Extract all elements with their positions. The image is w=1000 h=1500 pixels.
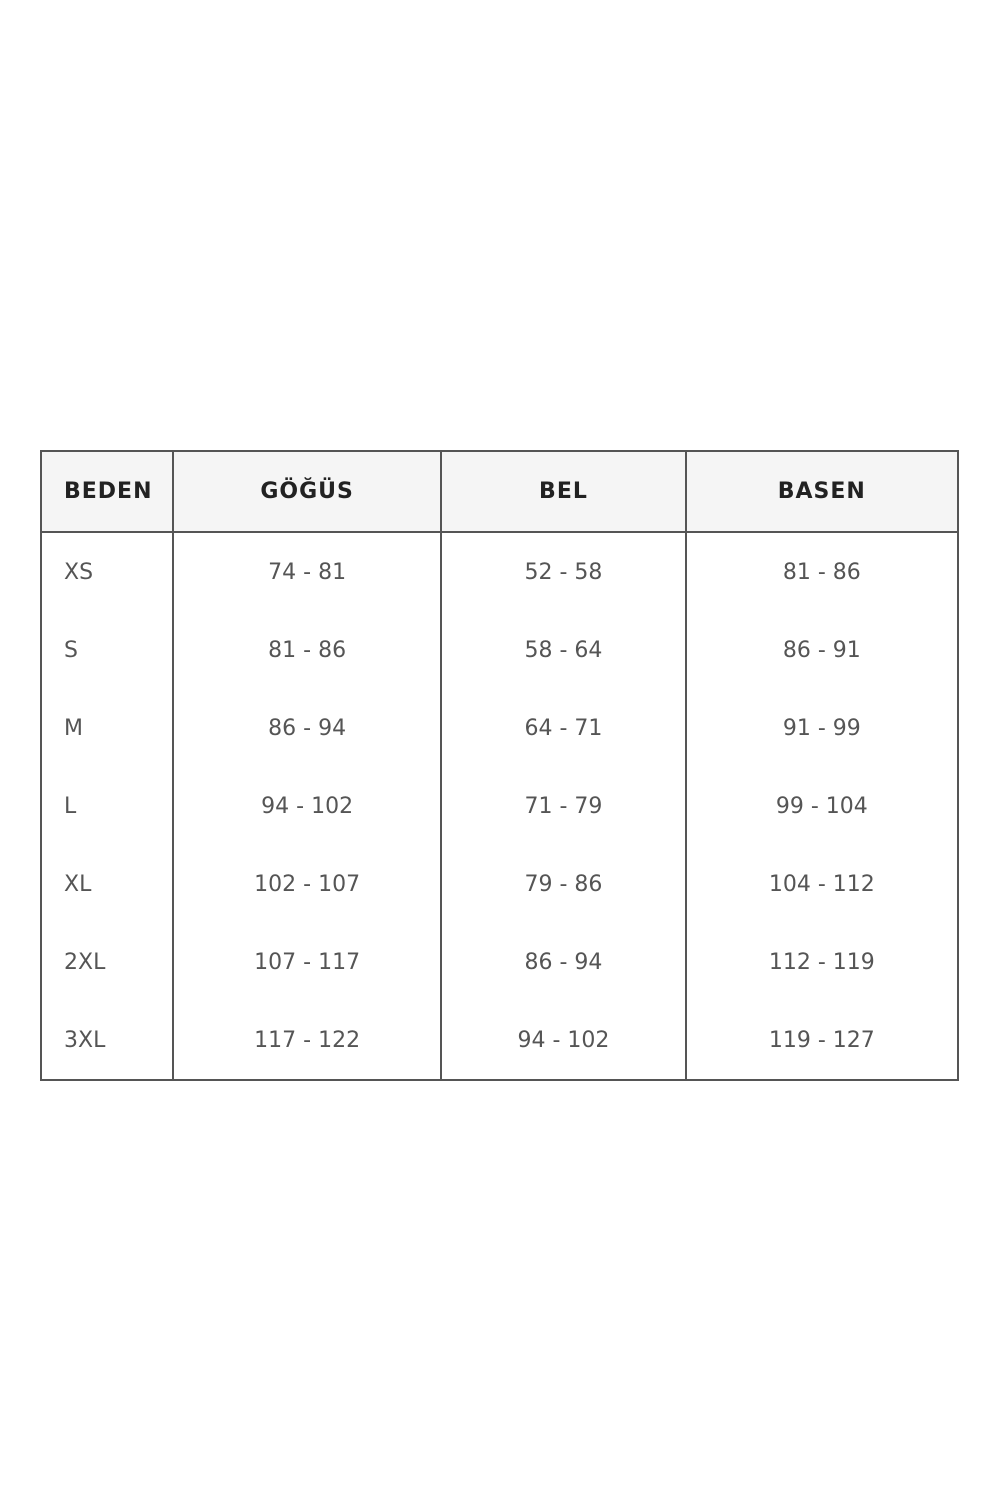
- cell-hip: 86 - 91: [684, 611, 960, 689]
- cell-waist: 71 - 79: [440, 767, 687, 845]
- table-row: S 81 - 86 58 - 64 86 - 91: [40, 611, 960, 689]
- cell-size: XL: [40, 845, 174, 923]
- table-row: 2XL 107 - 117 86 - 94 112 - 119: [40, 923, 960, 1001]
- header-gogus: GÖĞÜS: [171, 450, 443, 533]
- cell-chest: 74 - 81: [171, 532, 443, 611]
- cell-waist: 94 - 102: [440, 1001, 687, 1080]
- cell-size: 2XL: [40, 923, 174, 1001]
- cell-size: XS: [40, 532, 174, 611]
- cell-waist: 52 - 58: [440, 532, 687, 611]
- cell-waist: 79 - 86: [440, 845, 687, 923]
- cell-hip: 112 - 119: [684, 923, 960, 1001]
- cell-size: 3XL: [40, 1001, 174, 1080]
- cell-waist: 64 - 71: [440, 689, 687, 767]
- header-bel: BEL: [440, 450, 687, 533]
- cell-size: S: [40, 611, 174, 689]
- table-row: XS 74 - 81 52 - 58 81 - 86: [40, 532, 960, 611]
- size-chart-table: BEDEN GÖĞÜS BEL BASEN XS 74 - 81 52 - 58 81…: [40, 450, 960, 1081]
- cell-chest: 102 - 107: [171, 845, 443, 923]
- cell-size: L: [40, 767, 174, 845]
- cell-hip: 104 - 112: [684, 845, 960, 923]
- header-basen: BASEN: [684, 450, 960, 533]
- cell-waist: 58 - 64: [440, 611, 687, 689]
- cell-hip: 119 - 127: [684, 1001, 960, 1080]
- cell-chest: 86 - 94: [171, 689, 443, 767]
- header-beden: BEDEN: [40, 450, 174, 533]
- cell-hip: 99 - 104: [684, 767, 960, 845]
- cell-hip: 91 - 99: [684, 689, 960, 767]
- cell-chest: 94 - 102: [171, 767, 443, 845]
- cell-size: M: [40, 689, 174, 767]
- cell-waist: 86 - 94: [440, 923, 687, 1001]
- table-row: L 94 - 102 71 - 79 99 - 104: [40, 767, 960, 845]
- cell-chest: 107 - 117: [171, 923, 443, 1001]
- cell-chest: 81 - 86: [171, 611, 443, 689]
- table-row: M 86 - 94 64 - 71 91 - 99: [40, 689, 960, 767]
- table-row: 3XL 117 - 122 94 - 102 119 - 127: [40, 1001, 960, 1080]
- table-row: XL 102 - 107 79 - 86 104 - 112: [40, 845, 960, 923]
- cell-chest: 117 - 122: [171, 1001, 443, 1080]
- header-row: BEDEN GÖĞÜS BEL BASEN: [40, 450, 960, 533]
- cell-hip: 81 - 86: [684, 532, 960, 611]
